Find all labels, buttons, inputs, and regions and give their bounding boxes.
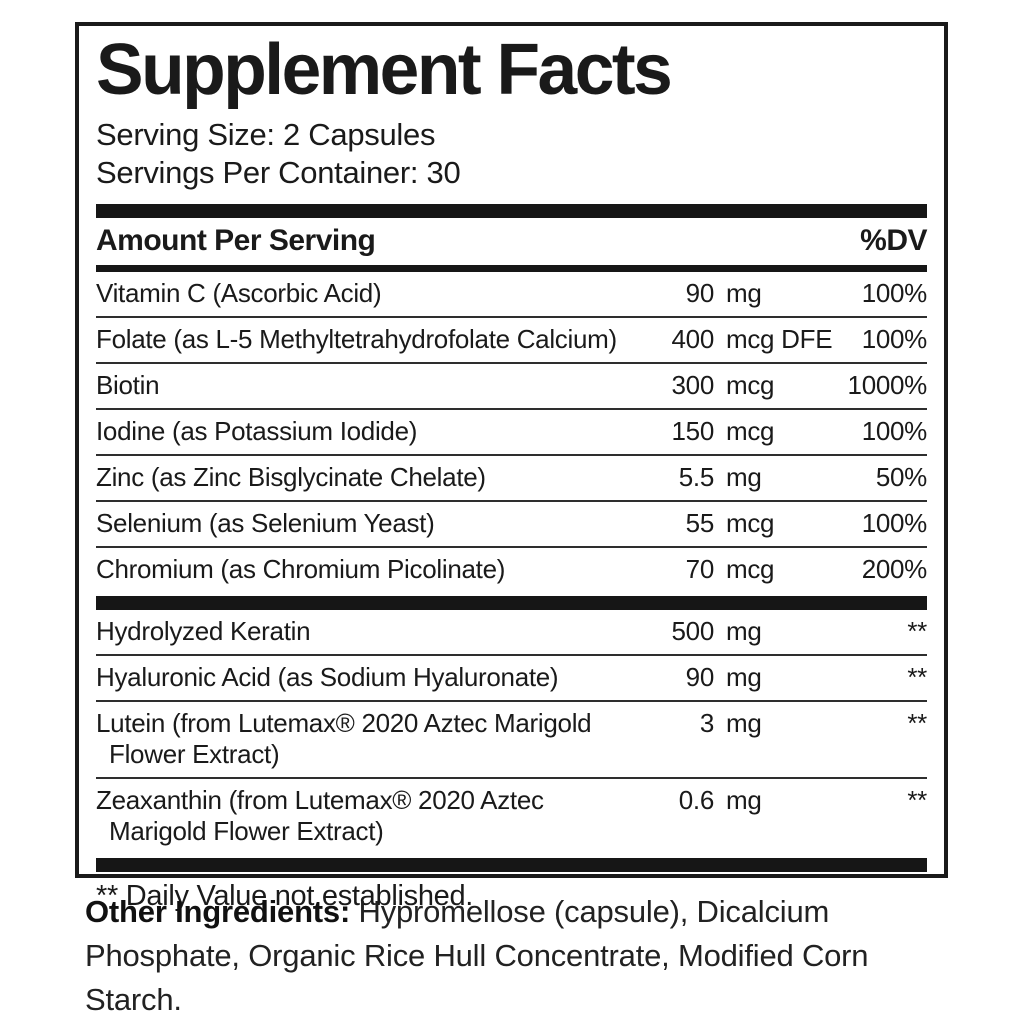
ingredient-name: Lutein (from Lutemax® 2020 Aztec Marigol…: [96, 708, 592, 769]
amount-value: 5.5: [678, 462, 715, 492]
supplement-facts-panel: Supplement Facts Serving Size: 2 Capsule…: [75, 22, 948, 912]
amount-unit: mcg: [726, 554, 775, 584]
ingredient-name: Iodine (as Potassium Iodide): [96, 416, 418, 446]
amount-value: 0.6: [678, 785, 715, 815]
ingredient-name: Hydrolyzed Keratin: [96, 616, 311, 646]
amount-value: 70: [685, 554, 715, 584]
daily-value: 100%: [861, 416, 928, 446]
ingredient-row: Hyaluronic Acid (as Sodium Hyaluronate) …: [96, 654, 927, 700]
amount-unit: mg: [726, 462, 762, 492]
amount-unit: mcg: [726, 370, 775, 400]
amount-value: 300: [671, 370, 715, 400]
daily-value: **: [907, 708, 927, 738]
daily-value: 200%: [861, 554, 928, 584]
serving-size: Serving Size: 2 Capsules: [96, 117, 436, 152]
other-ingredients-label: Other Ingredients:: [85, 894, 351, 929]
amount-value: 150: [671, 416, 715, 446]
divider-thick-bottom: [96, 858, 927, 872]
panel-title: Supplement Facts: [96, 30, 673, 110]
ingredient-name: Zinc (as Zinc Bisglycinate Chelate): [96, 462, 486, 492]
amount-unit: mcg DFE: [726, 324, 833, 354]
amount-value: 500: [671, 616, 715, 646]
other-ingredients: Other Ingredients: Hypromellose (capsule…: [85, 890, 930, 1022]
amount-value: 55: [685, 508, 715, 538]
ingredient-row: Iodine (as Potassium Iodide) 150 mcg 100…: [96, 408, 927, 454]
ingredient-row: Lutein (from Lutemax® 2020 Aztec Marigol…: [96, 700, 927, 777]
divider-thick-middle: [96, 596, 927, 610]
daily-value: 100%: [861, 324, 928, 354]
ingredient-row: Biotin 300 mcg 1000%: [96, 362, 927, 408]
divider-header: [96, 265, 927, 272]
daily-value: 100%: [861, 278, 928, 308]
daily-value: 100%: [861, 508, 928, 538]
ingredient-name: Chromium (as Chromium Picolinate): [96, 554, 506, 584]
daily-value: 50%: [875, 462, 927, 492]
ingredient-name: Hyaluronic Acid (as Sodium Hyaluronate): [96, 662, 559, 692]
daily-value: **: [907, 616, 927, 646]
ingredient-name: Zeaxanthin (from Lutemax® 2020 Aztec Mar…: [96, 785, 544, 846]
amount-unit: mg: [726, 278, 762, 308]
ingredient-name: Selenium (as Selenium Yeast): [96, 508, 435, 538]
daily-value: **: [907, 785, 927, 815]
amount-unit: mcg: [726, 508, 775, 538]
ingredient-row: Vitamin C (Ascorbic Acid) 90 mg 100%: [96, 272, 927, 316]
amount-unit: mg: [726, 708, 762, 738]
ingredient-row: Folate (as L-5 Methyltetrahydrofolate Ca…: [96, 316, 927, 362]
ingredient-name: Vitamin C (Ascorbic Acid): [96, 278, 382, 308]
servings-per-container: Servings Per Container: 30: [96, 155, 461, 190]
ingredient-row: Hydrolyzed Keratin 500 mg **: [96, 610, 927, 654]
column-header-dv: %DV: [860, 224, 927, 257]
serving-info: Serving Size: 2 Capsules Servings Per Co…: [96, 116, 927, 192]
vitamins-section: Vitamin C (Ascorbic Acid) 90 mg 100% Fol…: [96, 272, 927, 592]
column-header-amount: Amount Per Serving: [96, 224, 376, 257]
amount-value: 90: [685, 278, 715, 308]
amount-unit: mcg: [726, 416, 775, 446]
amount-unit: mg: [726, 785, 762, 815]
daily-value-footnote: ** Daily Value not established.: [96, 880, 474, 912]
amount-unit: mg: [726, 616, 762, 646]
blend-section: Hydrolyzed Keratin 500 mg ** Hyaluronic …: [96, 610, 927, 854]
ingredient-name: Folate (as L-5 Methyltetrahydrofolate Ca…: [96, 324, 617, 354]
ingredient-row: Selenium (as Selenium Yeast) 55 mcg 100%: [96, 500, 927, 546]
ingredient-row: Zinc (as Zinc Bisglycinate Chelate) 5.5 …: [96, 454, 927, 500]
other-ingredients-text: Hypromellose (capsule), Dicalcium Phosph…: [85, 894, 869, 1017]
divider-thick-top: [96, 204, 927, 218]
table-header: Amount Per Serving %DV: [96, 218, 927, 265]
amount-value: 90: [685, 662, 715, 692]
ingredient-row: Chromium (as Chromium Picolinate) 70 mcg…: [96, 546, 927, 592]
amount-unit: mg: [726, 662, 762, 692]
daily-value: 1000%: [847, 370, 928, 400]
amount-value: 3: [699, 708, 714, 738]
amount-value: 400: [671, 324, 715, 354]
daily-value: **: [907, 662, 927, 692]
ingredient-row: Zeaxanthin (from Lutemax® 2020 Aztec Mar…: [96, 777, 927, 854]
ingredient-name: Biotin: [96, 370, 160, 400]
